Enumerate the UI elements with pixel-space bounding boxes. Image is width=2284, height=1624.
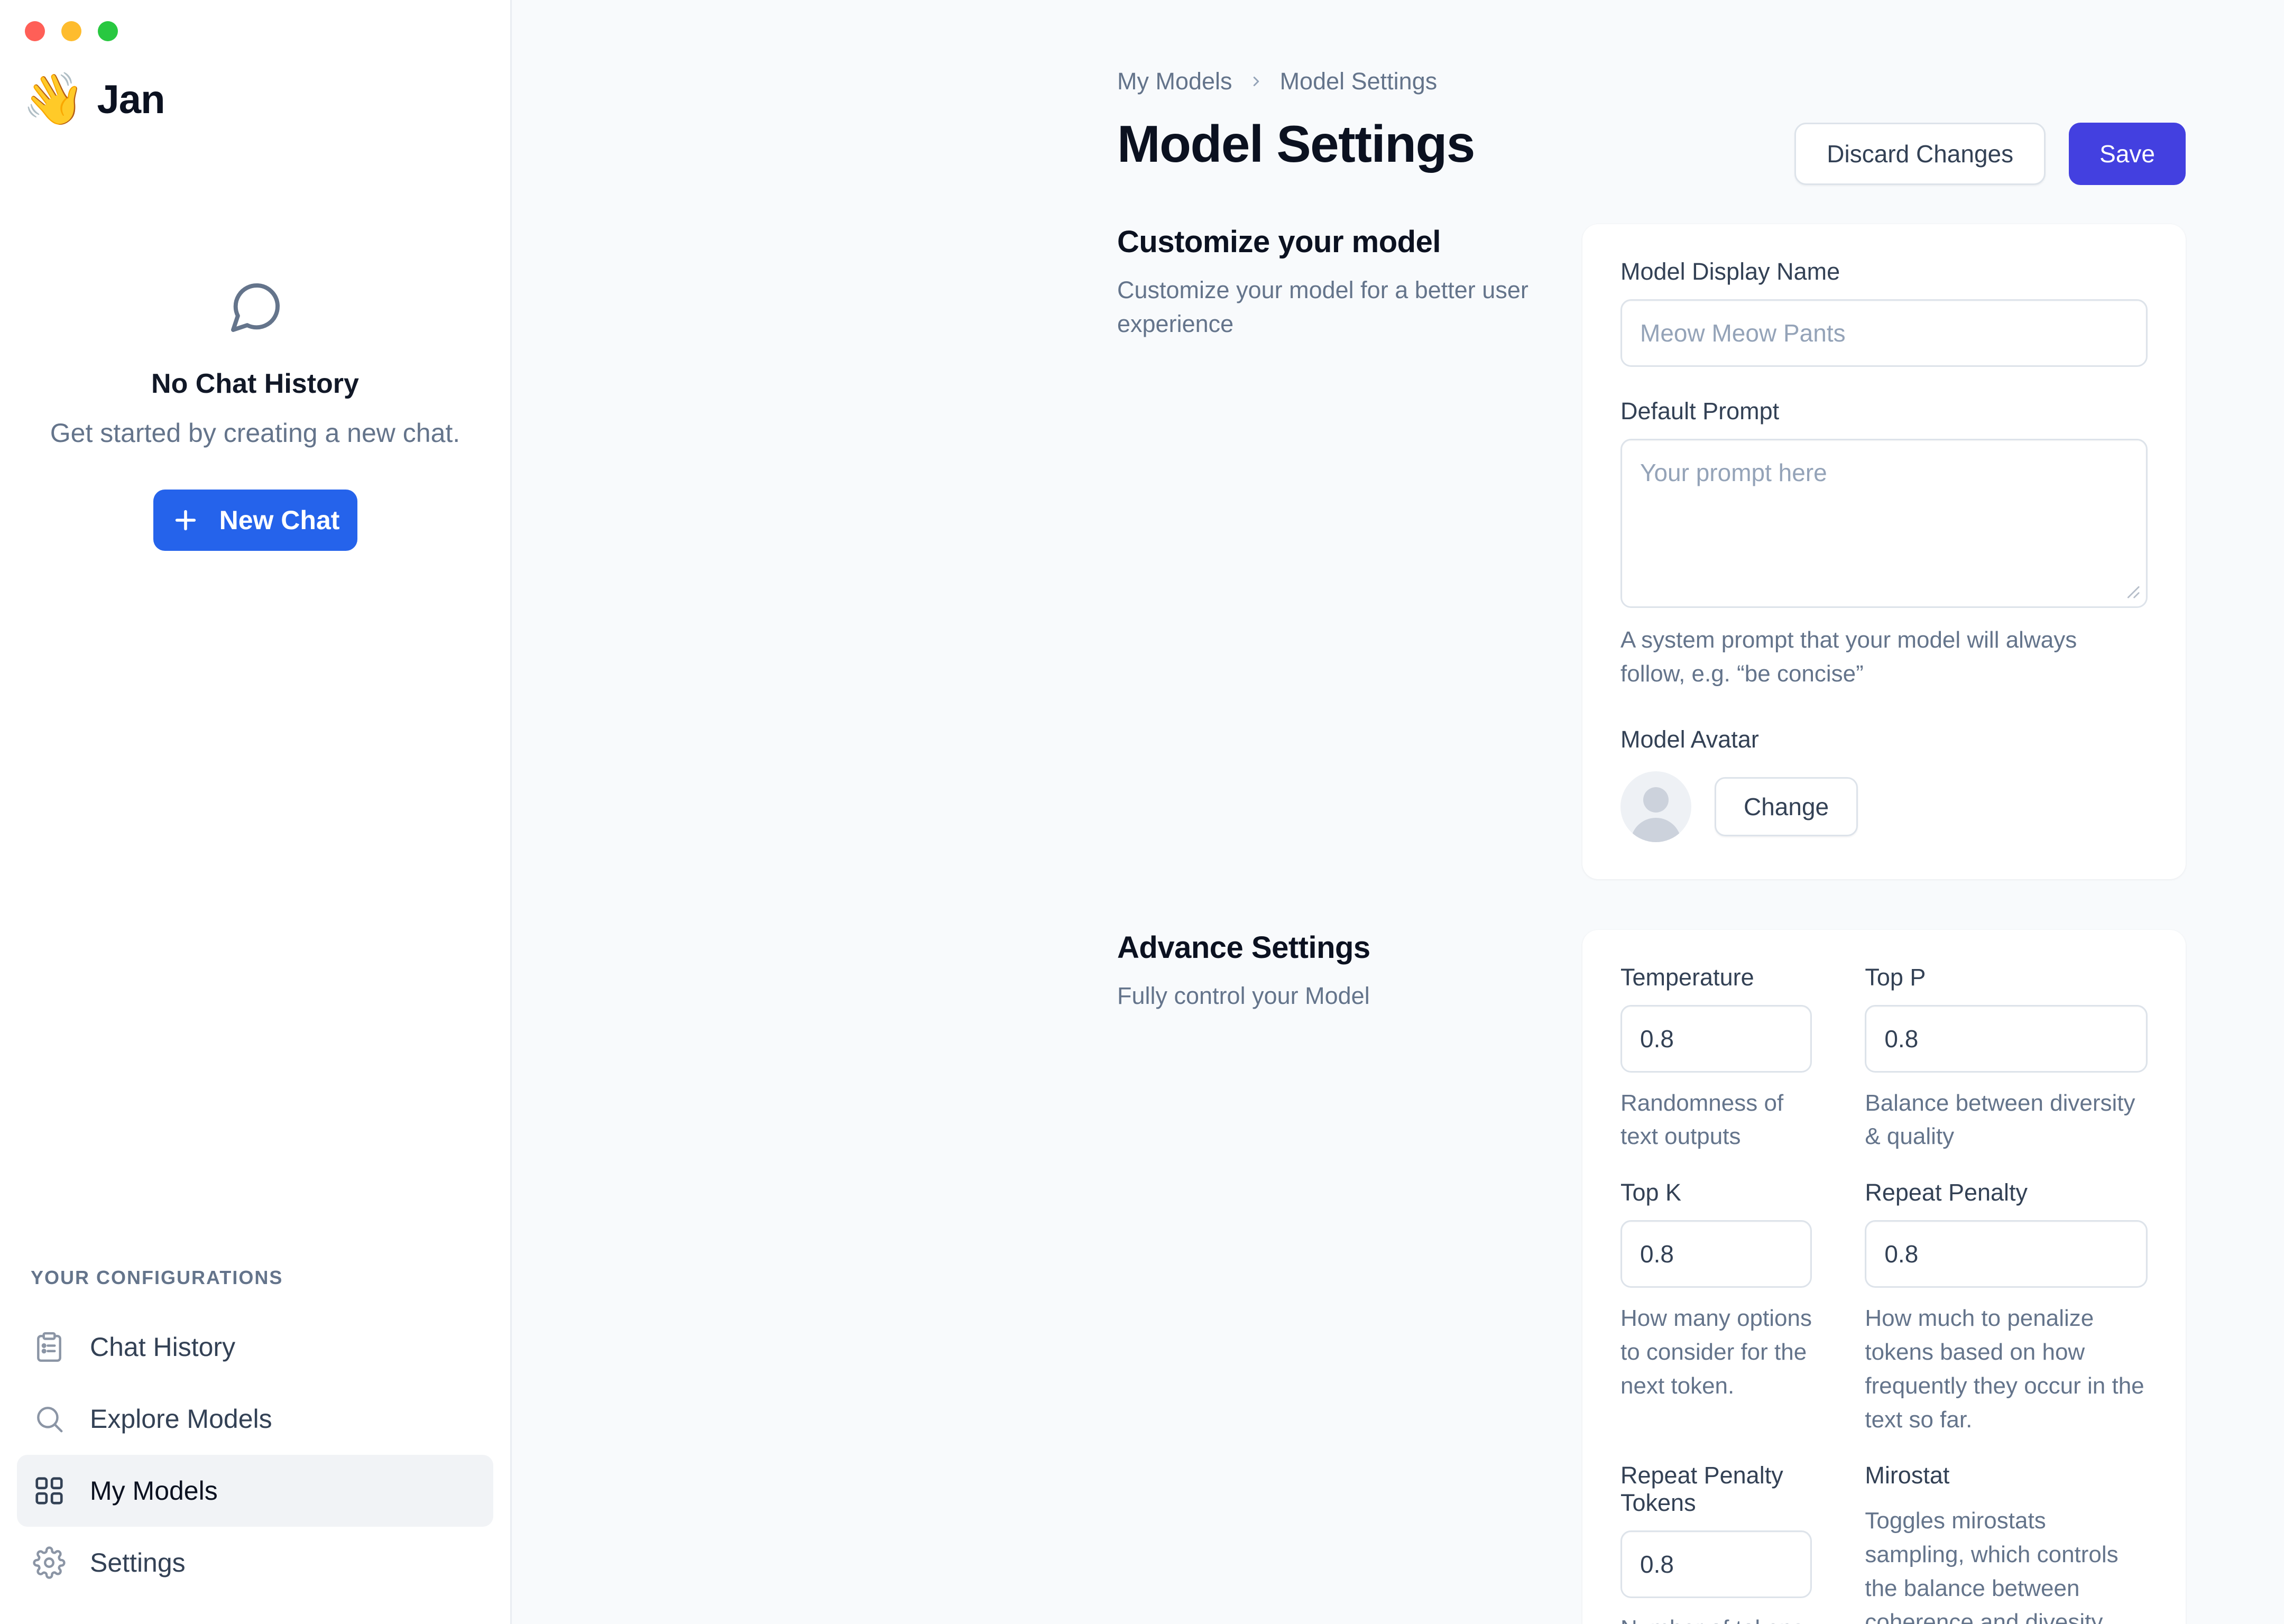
window-traffic-lights bbox=[0, 0, 510, 41]
customize-card: Model Display Name Default Prompt A syst… bbox=[1582, 224, 2186, 879]
sidebar-item-label: Explore Models bbox=[90, 1404, 272, 1434]
avatar bbox=[1620, 771, 1691, 842]
mirostat-description: Toggles mirostats sampling, which contro… bbox=[1865, 1508, 2119, 1624]
customize-section-description: Customize your model for a better user e… bbox=[1117, 276, 1528, 337]
maximize-window-button[interactable] bbox=[98, 21, 118, 41]
model-avatar-label: Model Avatar bbox=[1620, 725, 1759, 753]
advance-section-info: Advance Settings Fully control your Mode… bbox=[1117, 930, 1582, 1624]
save-button[interactable]: Save bbox=[2069, 123, 2186, 185]
repeat-penalty-param: Repeat Penalty How much to penalize toke… bbox=[1865, 1179, 2148, 1436]
repeat-penalty-tokens-helper: Number of tokens in the history to consi… bbox=[1620, 1612, 1812, 1624]
user-avatar-placeholder-icon bbox=[1643, 787, 1669, 813]
minimize-window-button[interactable] bbox=[61, 21, 81, 41]
main-content: My Models Model Settings Model Settings … bbox=[512, 0, 2284, 1624]
page-title: Model Settings bbox=[1117, 115, 1475, 173]
sidebar-item-label: Chat History bbox=[90, 1332, 236, 1362]
chat-history-empty-state: No Chat History Get started by creating … bbox=[0, 278, 510, 551]
clipboard-list-icon bbox=[37, 1332, 61, 1362]
advance-section-title: Advance Settings bbox=[1117, 930, 1370, 965]
customize-model-section: Customize your model Customize your mode… bbox=[512, 224, 2284, 879]
empty-state-subtitle: Get started by creating a new chat. bbox=[50, 418, 461, 448]
sidebar-item-chat-history[interactable]: Chat History bbox=[17, 1311, 493, 1383]
chevron-right-icon bbox=[1253, 77, 1259, 86]
advance-section-description: Fully control your Model bbox=[1117, 982, 1370, 1009]
model-display-name-label: Model Display Name bbox=[1620, 258, 1840, 285]
breadcrumb: My Models Model Settings bbox=[1117, 68, 2284, 95]
discard-changes-button[interactable]: Discard Changes bbox=[1794, 123, 2046, 185]
repeat-penalty-helper: How much to penalize tokens based on how… bbox=[1865, 1305, 2144, 1433]
customize-section-title: Customize your model bbox=[1117, 225, 1441, 259]
advance-settings-section: Advance Settings Fully control your Mode… bbox=[512, 929, 2284, 1624]
close-window-button[interactable] bbox=[25, 21, 45, 41]
app-name: Jan bbox=[97, 77, 165, 122]
temperature-helper: Randomness of text outputs bbox=[1620, 1090, 1784, 1150]
search-icon bbox=[37, 1407, 63, 1433]
title-row: Model Settings Discard Changes Save bbox=[1117, 114, 2284, 185]
sidebar-item-settings[interactable]: Settings bbox=[17, 1527, 493, 1599]
sidebar-item-label: My Models bbox=[90, 1476, 218, 1506]
breadcrumb-current: Model Settings bbox=[1279, 68, 1438, 95]
page-header: My Models Model Settings Model Settings … bbox=[512, 0, 2284, 185]
new-chat-button-label: New Chat bbox=[219, 505, 340, 535]
plus-icon bbox=[175, 510, 196, 531]
top-k-param: Top K How many options to consider for t… bbox=[1620, 1179, 1812, 1436]
sidebar-item-explore-models[interactable]: Explore Models bbox=[17, 1383, 493, 1455]
repeat-penalty-tokens-label: Repeat Penalty Tokens bbox=[1620, 1462, 1783, 1517]
new-chat-button[interactable]: New Chat bbox=[153, 490, 357, 551]
sidebar-item-label: Settings bbox=[90, 1548, 186, 1577]
configurations-section: YOUR CONFIGURATIONS Chat History Explore… bbox=[0, 1267, 510, 1624]
sidebar: 👋 Jan No Chat History Get started by cre… bbox=[0, 0, 512, 1624]
temperature-input[interactable] bbox=[1620, 1004, 1812, 1073]
top-p-input[interactable] bbox=[1865, 1004, 2148, 1073]
default-prompt-field: Default Prompt A system prompt that your… bbox=[1620, 398, 2148, 691]
repeat-penalty-label: Repeat Penalty bbox=[1865, 1179, 2028, 1206]
waving-hand-icon: 👋 bbox=[22, 71, 86, 127]
header-actions: Discard Changes Save bbox=[1794, 123, 2186, 185]
top-p-param: Top P Balance between diversity & qualit… bbox=[1865, 964, 2148, 1154]
top-p-helper: Balance between diversity & quality bbox=[1865, 1090, 2135, 1150]
customize-section-info: Customize your model Customize your mode… bbox=[1117, 224, 1582, 879]
default-prompt-helper: A system prompt that your model will alw… bbox=[1620, 627, 2077, 687]
gear-icon bbox=[33, 1546, 66, 1579]
sidebar-item-my-models[interactable]: My Models bbox=[17, 1455, 493, 1527]
default-prompt-textarea[interactable] bbox=[1620, 439, 2148, 608]
mirostat-label: Mirostat bbox=[1865, 1462, 1950, 1489]
mirostat-param: Mirostat Toggles mirostats sampling, whi… bbox=[1865, 1462, 2148, 1624]
chat-bubble-icon bbox=[231, 283, 280, 332]
empty-state-title: No Chat History bbox=[151, 368, 359, 399]
model-display-name-field: Model Display Name bbox=[1620, 258, 2148, 367]
configurations-heading: YOUR CONFIGURATIONS bbox=[31, 1267, 283, 1288]
parameters-grid: Temperature Randomness of text outputs T… bbox=[1620, 964, 2148, 1624]
model-display-name-input[interactable] bbox=[1620, 299, 2148, 367]
top-p-label: Top P bbox=[1865, 963, 1926, 991]
breadcrumb-parent-link[interactable]: My Models bbox=[1117, 68, 1232, 95]
repeat-penalty-tokens-param: Repeat Penalty Tokens Number of tokens i… bbox=[1620, 1462, 1812, 1624]
change-avatar-button[interactable]: Change bbox=[1715, 777, 1858, 836]
top-k-label: Top K bbox=[1620, 1179, 1682, 1206]
grid-squares-icon bbox=[35, 1477, 63, 1505]
default-prompt-label: Default Prompt bbox=[1620, 398, 1780, 425]
app-brand: 👋 Jan bbox=[0, 41, 510, 125]
repeat-penalty-input[interactable] bbox=[1865, 1220, 2148, 1288]
temperature-label: Temperature bbox=[1620, 963, 1754, 991]
temperature-param: Temperature Randomness of text outputs bbox=[1620, 964, 1812, 1154]
top-k-input[interactable] bbox=[1620, 1220, 1812, 1288]
model-avatar-row: Change bbox=[1620, 771, 2148, 842]
repeat-penalty-tokens-input[interactable] bbox=[1620, 1530, 1812, 1599]
top-k-helper: How many options to consider for the nex… bbox=[1620, 1305, 1812, 1399]
advance-settings-card: Temperature Randomness of text outputs T… bbox=[1582, 929, 2186, 1624]
